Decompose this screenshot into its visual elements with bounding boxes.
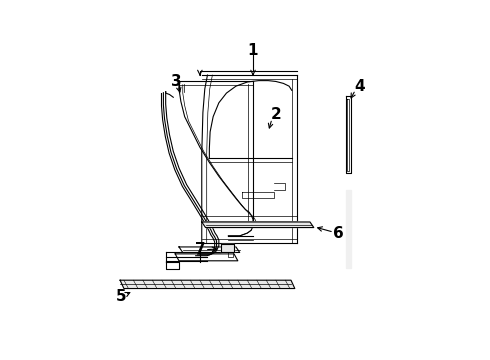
Text: 6: 6 <box>333 226 344 240</box>
Polygon shape <box>346 190 351 268</box>
Text: 2: 2 <box>270 107 281 122</box>
Polygon shape <box>220 244 234 252</box>
Text: 5: 5 <box>116 289 126 304</box>
Text: 4: 4 <box>354 79 365 94</box>
Polygon shape <box>202 222 314 228</box>
Text: 3: 3 <box>171 74 181 89</box>
Polygon shape <box>120 280 295 288</box>
Text: 1: 1 <box>248 42 258 58</box>
Text: 7: 7 <box>195 242 205 257</box>
